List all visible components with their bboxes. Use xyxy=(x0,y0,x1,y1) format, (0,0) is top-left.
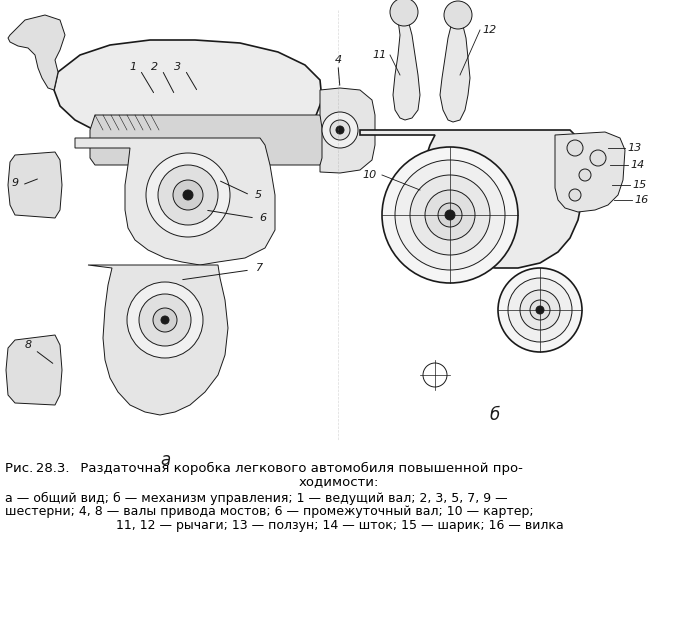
Text: а: а xyxy=(160,451,170,469)
Polygon shape xyxy=(555,132,625,212)
Circle shape xyxy=(322,112,358,148)
Circle shape xyxy=(590,150,606,166)
Circle shape xyxy=(146,153,230,237)
Circle shape xyxy=(536,306,544,314)
Text: 12: 12 xyxy=(483,25,497,35)
Circle shape xyxy=(425,190,475,240)
Circle shape xyxy=(183,190,193,200)
Text: 7: 7 xyxy=(256,263,264,273)
Circle shape xyxy=(153,308,177,332)
Polygon shape xyxy=(88,265,228,415)
Circle shape xyxy=(139,294,191,346)
Circle shape xyxy=(161,316,169,324)
Circle shape xyxy=(382,147,518,283)
Polygon shape xyxy=(393,15,420,120)
Polygon shape xyxy=(6,335,62,405)
Text: 10: 10 xyxy=(363,170,377,180)
Circle shape xyxy=(330,120,350,140)
Polygon shape xyxy=(440,18,470,122)
Text: 15: 15 xyxy=(633,180,647,190)
Circle shape xyxy=(530,300,550,320)
Circle shape xyxy=(444,1,472,29)
Text: 9: 9 xyxy=(12,178,18,188)
Polygon shape xyxy=(90,115,325,165)
Polygon shape xyxy=(8,15,65,90)
Polygon shape xyxy=(54,40,322,138)
Circle shape xyxy=(445,210,455,220)
Text: 6: 6 xyxy=(260,213,266,223)
Polygon shape xyxy=(8,152,62,218)
Circle shape xyxy=(508,278,572,342)
Circle shape xyxy=(438,203,462,227)
Text: шестерни; 4, 8 — валы привода мостов; 6 — промежуточный вал; 10 — картер;: шестерни; 4, 8 — валы привода мостов; 6 … xyxy=(5,506,534,519)
Circle shape xyxy=(410,175,490,255)
Text: Рис. 28.3.  Раздаточная коробка легкового автомобиля повышенной про-: Рис. 28.3. Раздаточная коробка легкового… xyxy=(5,462,523,475)
Circle shape xyxy=(173,180,203,210)
Text: б: б xyxy=(490,406,500,424)
Text: ходимости:: ходимости: xyxy=(299,475,379,488)
Text: 11: 11 xyxy=(373,50,387,60)
Circle shape xyxy=(158,165,218,225)
Circle shape xyxy=(579,169,591,181)
Circle shape xyxy=(567,140,583,156)
Text: 14: 14 xyxy=(631,160,645,170)
Text: 1: 1 xyxy=(129,62,136,72)
Polygon shape xyxy=(320,88,375,173)
Circle shape xyxy=(336,126,344,134)
Polygon shape xyxy=(75,138,275,265)
Circle shape xyxy=(520,290,560,330)
Text: 3: 3 xyxy=(174,62,182,72)
Circle shape xyxy=(127,282,203,358)
Circle shape xyxy=(569,189,581,201)
Text: а — общий вид; б — механизм управления; 1 — ведущий вал; 2, 3, 5, 7, 9 —: а — общий вид; б — механизм управления; … xyxy=(5,491,508,504)
Text: 2: 2 xyxy=(151,62,159,72)
Polygon shape xyxy=(360,130,585,268)
Circle shape xyxy=(390,0,418,26)
Circle shape xyxy=(395,160,505,270)
Text: 11, 12 — рычаги; 13 — ползун; 14 — шток; 15 — шарик; 16 — вилка: 11, 12 — рычаги; 13 — ползун; 14 — шток;… xyxy=(116,520,564,533)
Text: 16: 16 xyxy=(635,195,649,205)
Text: 5: 5 xyxy=(254,190,262,200)
Circle shape xyxy=(498,268,582,352)
Text: 8: 8 xyxy=(24,340,32,350)
Text: 13: 13 xyxy=(628,143,642,153)
Text: 4: 4 xyxy=(334,55,342,65)
